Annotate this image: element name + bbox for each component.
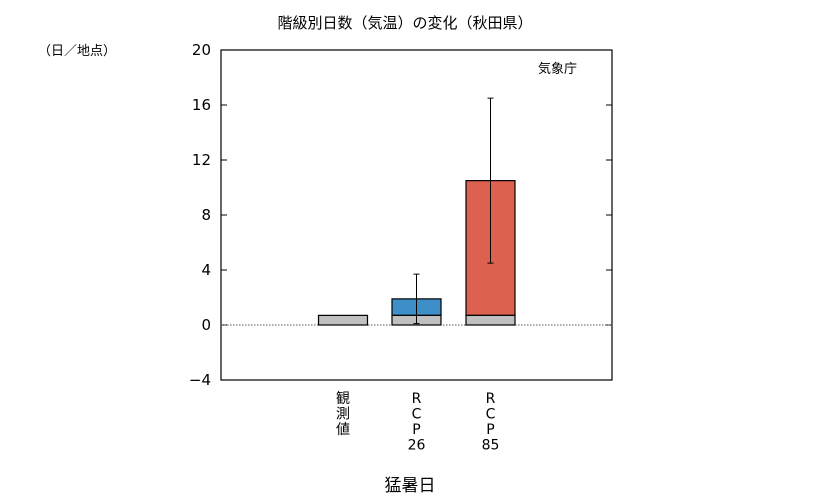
- x-tick-label: 85: [482, 438, 500, 454]
- y-tick-label: 20: [192, 41, 211, 59]
- chart-title: 階級別日数（気温）の変化（秋田県）: [277, 14, 532, 32]
- x-tick-label: C: [486, 407, 496, 423]
- bar-baseline: [465, 314, 516, 326]
- x-tick-label: 測: [336, 407, 350, 423]
- x-tick-label: P: [486, 422, 494, 438]
- y-tick-label: 16: [192, 96, 211, 114]
- y-tick-label: 0: [201, 316, 211, 334]
- x-axis-label: 猛暑日: [385, 476, 436, 496]
- x-tick-label: C: [412, 407, 422, 423]
- x-tick-label: P: [412, 422, 420, 438]
- source-label: 気象庁: [538, 61, 577, 77]
- y-axis: −4 0 4 8 12 16 20: [189, 41, 612, 389]
- x-tick-label: 観: [336, 390, 350, 407]
- y-tick-label: −4: [189, 371, 211, 389]
- plot-frame: [220, 49, 613, 381]
- x-tick-label: R: [412, 391, 422, 407]
- bar-baseline: [317, 314, 369, 326]
- x-tick-label: 値: [336, 422, 350, 438]
- y-tick-label: 4: [201, 261, 211, 279]
- x-tick-label: 26: [408, 438, 426, 454]
- bars: [317, 97, 516, 326]
- y-tick-label: 8: [201, 206, 211, 224]
- x-tick-label: R: [486, 391, 496, 407]
- y-axis-label: （日／地点）: [38, 44, 116, 59]
- y-tick-label: 12: [192, 151, 211, 169]
